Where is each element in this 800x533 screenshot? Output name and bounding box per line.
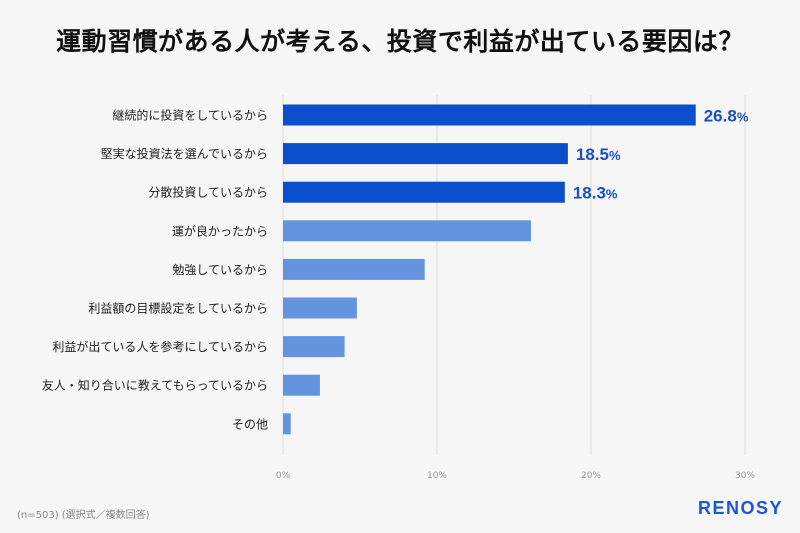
bar [283,181,565,203]
x-tick-label: 30% [735,471,755,481]
bar [283,104,696,126]
category-label: 友人・知り合いに教えてもらっているから [42,378,268,393]
category-label: 分散投資しているから [148,185,268,200]
x-tick-label: 20% [581,471,601,481]
category-label: 運が良かったから [172,223,268,238]
data-label: 18.3% [573,184,618,203]
category-label: 利益が出ている人を参考にしているから [52,339,268,354]
chart-title: 運動習慣がある人が考える、投資で利益が出ている要因は？ [56,27,744,56]
data-label: 26.8% [704,107,749,126]
bar [283,297,357,319]
renosy-logo: RENOSY [697,498,783,518]
bar [283,258,425,280]
bar [283,220,531,242]
category-label: 継続的に投資をしているから [112,108,268,123]
bar [283,374,320,396]
category-label: その他 [232,417,268,431]
x-tick-label: 10% [427,471,447,481]
category-label: 勉強しているから [172,263,268,277]
bar [283,143,568,165]
category-label: 利益額の目標設定をしているから [88,301,268,316]
x-tick-label: 0% [276,471,291,481]
sample-note: (n=503) (選択式／複数回答) [17,510,150,521]
data-label: 18.5% [576,145,621,164]
bar [283,336,345,358]
bar [283,413,291,435]
category-label: 堅実な投資法を選んでいるから [101,146,268,161]
